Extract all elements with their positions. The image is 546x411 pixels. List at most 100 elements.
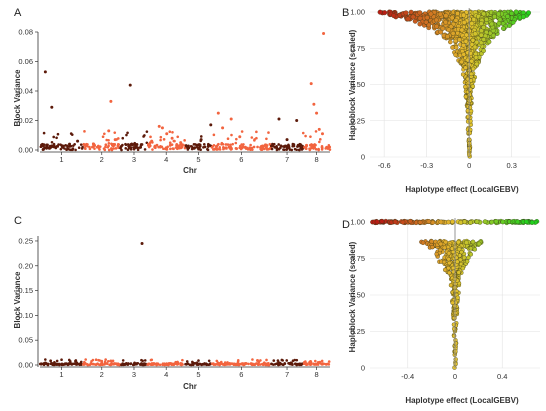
haplotype-point [470, 239, 476, 245]
haplotype-point [450, 219, 455, 225]
block-point [292, 144, 296, 148]
block-point [45, 147, 48, 150]
block-point [283, 362, 287, 365]
haplotype-point [459, 59, 464, 65]
x-tick-label: 5 [196, 370, 200, 379]
block-point [294, 362, 297, 365]
x-tick-label: 8 [314, 155, 318, 164]
block-point [288, 148, 292, 151]
haplotype-point [450, 265, 456, 271]
block-point [184, 362, 187, 366]
haplotype-point [478, 32, 484, 38]
block-point [176, 362, 179, 366]
block-point [155, 363, 158, 367]
haplotype-point [464, 240, 469, 245]
x-tick-label: 2 [100, 370, 104, 379]
outlier-point [322, 31, 326, 35]
y-tick-label: 0.25 [350, 327, 365, 336]
block-point [42, 145, 45, 148]
block-point [96, 362, 99, 365]
haplotype-point [455, 11, 460, 16]
block-point [103, 360, 107, 364]
block-point [277, 362, 281, 365]
haplotype-point [460, 266, 466, 271]
block-point [110, 148, 114, 152]
panel-d-x-axis-title: Haplotype effect (LocalGEBV) [405, 396, 519, 405]
panel-letter-b: B [342, 7, 349, 19]
y-tick-label: 0.25 [350, 116, 365, 125]
block-point [276, 147, 280, 151]
block-point [230, 146, 233, 150]
block-point [183, 139, 186, 142]
block-point [309, 135, 312, 138]
block-point [190, 147, 194, 151]
panel-a-axes [37, 32, 330, 153]
x-tick-label: 6 [239, 155, 243, 164]
y-tick-label: 0 [361, 364, 365, 373]
block-point [291, 359, 295, 362]
block-point [320, 359, 324, 363]
block-point [289, 362, 293, 365]
haplotype-point [438, 241, 444, 247]
panel-letter-c: C [14, 215, 22, 227]
block-point [163, 362, 166, 365]
block-point [126, 143, 130, 146]
block-point [159, 138, 162, 142]
haplotype-point [440, 26, 446, 31]
block-point [39, 145, 43, 148]
haplotype-point [457, 246, 462, 252]
haplotype-point [501, 26, 506, 31]
block-point [220, 362, 224, 366]
haplotype-point [461, 12, 467, 18]
haplotype-point [426, 219, 432, 224]
block-point [222, 147, 225, 151]
haplotype-point [496, 11, 501, 17]
haplotype-point [467, 105, 473, 110]
x-tick-label: 7 [285, 155, 289, 164]
block-point [255, 136, 258, 140]
block-point [252, 145, 256, 149]
haplotype-point [492, 14, 498, 20]
outlier-point [50, 105, 54, 109]
x-tick-label: 5 [196, 155, 200, 164]
outlier-point [295, 119, 299, 122]
haplotype-point [430, 220, 436, 225]
haplotype-point [456, 270, 461, 275]
block-point [168, 141, 172, 144]
haplotype-point [469, 21, 475, 26]
block-point [41, 142, 44, 146]
block-point [270, 147, 274, 151]
block-point [82, 362, 85, 366]
block-point [305, 362, 308, 365]
block-point [325, 363, 328, 366]
haplotype-point [471, 17, 477, 22]
block-point [126, 362, 130, 365]
haplotype-point [400, 219, 406, 225]
block-point [297, 148, 301, 152]
haplotype-point [465, 259, 470, 264]
panel-b-grid [370, 11, 540, 158]
block-point [114, 362, 118, 365]
outlier-point [308, 361, 312, 365]
y-tick-label: 0.02 [18, 116, 33, 125]
outlier-point [140, 241, 144, 245]
block-point [304, 360, 307, 363]
block-point [327, 360, 331, 363]
outlier-point [238, 135, 242, 139]
block-point [252, 363, 256, 366]
block-point [165, 363, 169, 367]
block-point [249, 143, 252, 147]
x-tick-label: 6 [239, 370, 243, 379]
x-tick-label: -0.3 [420, 161, 433, 170]
block-point [314, 147, 318, 151]
block-point [187, 144, 190, 148]
block-point [218, 146, 221, 149]
haplotype-point [392, 219, 398, 225]
haplotype-point [428, 11, 434, 17]
block-point [208, 362, 212, 366]
haplotype-point [459, 27, 465, 33]
block-point [112, 147, 116, 150]
block-point [48, 147, 51, 150]
haplotype-point [391, 13, 397, 19]
